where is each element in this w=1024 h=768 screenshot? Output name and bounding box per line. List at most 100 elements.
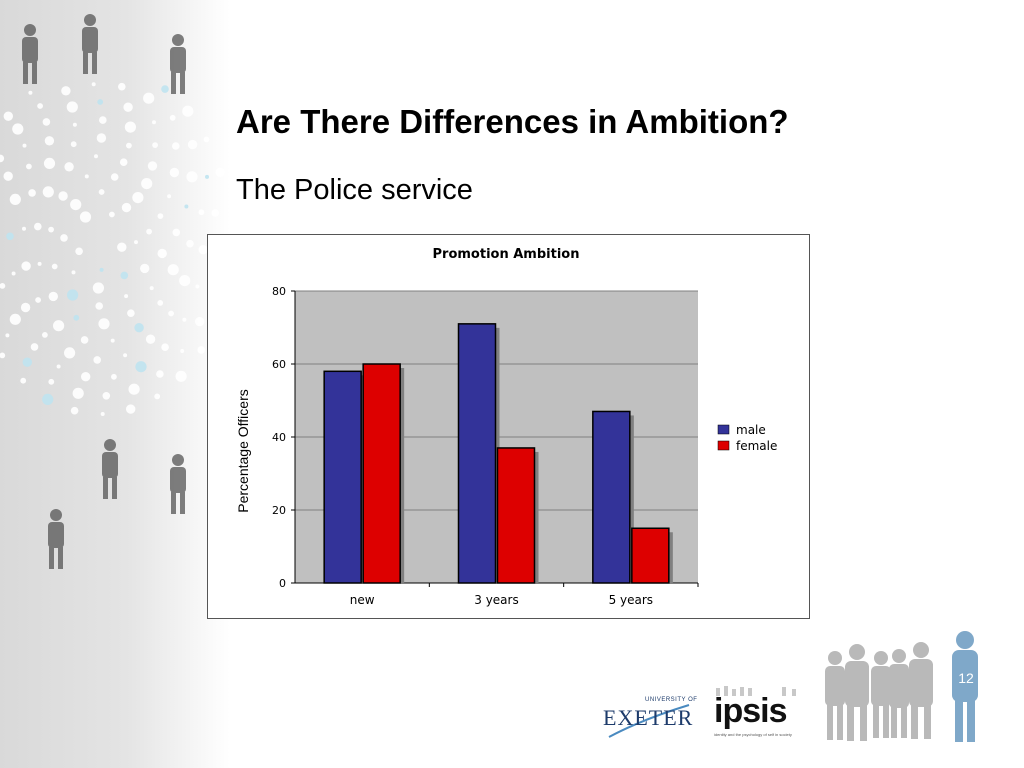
decorative-dot xyxy=(146,228,153,235)
decorative-dot xyxy=(5,333,10,338)
pedestrian-figure xyxy=(82,14,98,74)
decorative-dot xyxy=(48,291,58,302)
decorative-dot xyxy=(119,158,128,166)
decorative-dot xyxy=(167,194,172,199)
decorative-dot xyxy=(95,302,103,310)
decorative-dot xyxy=(48,378,55,385)
slide-title: Are There Differences in Ambition? xyxy=(236,103,789,140)
decorative-dot xyxy=(168,310,175,317)
decorative-dot xyxy=(121,202,132,213)
bar-male-5-years xyxy=(592,410,631,584)
legend-label-female: female xyxy=(736,439,777,453)
decorative-dot xyxy=(42,332,48,338)
decorative-dot xyxy=(152,142,159,149)
decorative-dot xyxy=(127,309,135,318)
decorative-dot xyxy=(53,320,65,332)
x-tick-label: 5 years xyxy=(609,593,653,607)
decorative-dot xyxy=(187,139,198,150)
decorative-dot xyxy=(124,121,136,133)
decorative-dot xyxy=(22,143,27,148)
decorative-dot xyxy=(123,353,128,358)
decorative-dot xyxy=(169,114,176,121)
decorative-dot xyxy=(143,92,155,104)
decorative-dot xyxy=(6,232,14,241)
decorative-dot xyxy=(93,356,101,364)
decorative-dot xyxy=(22,357,32,367)
decorative-dot xyxy=(92,282,104,294)
decorative-dot xyxy=(42,186,54,198)
university-of-exeter-logo: UNIVERSITY OF EXETER xyxy=(603,697,698,739)
decorative-dot xyxy=(73,314,80,321)
decorative-dot xyxy=(22,226,26,231)
pedestrian-figure xyxy=(102,439,118,499)
x-tick-label: new xyxy=(350,593,375,607)
decorative-dot xyxy=(152,120,156,125)
decorative-dot xyxy=(21,261,31,271)
decorative-dot xyxy=(198,209,205,216)
decorative-dot xyxy=(72,387,84,399)
decorative-dot xyxy=(111,373,117,380)
decorative-dot xyxy=(9,313,21,325)
decorative-dot xyxy=(156,370,164,378)
decorative-dot xyxy=(37,103,43,109)
bar-male-3-years xyxy=(457,323,497,584)
decorative-dot xyxy=(58,191,68,201)
decorative-dot xyxy=(9,193,21,205)
ipsis-logo-text: ipsis xyxy=(714,692,787,730)
decorative-dot xyxy=(60,234,68,242)
legend-label-male: male xyxy=(736,423,766,437)
decorative-dot xyxy=(44,136,55,146)
decorative-dot xyxy=(51,263,58,270)
ipsis-logo: ipsis identity and the psychology of sel… xyxy=(712,686,804,742)
decorative-dot xyxy=(64,162,74,172)
decorative-dot xyxy=(118,82,126,91)
decorative-dot xyxy=(205,174,209,179)
people-silhouettes-graphic xyxy=(815,628,995,753)
decorative-dot xyxy=(28,90,33,95)
decorative-dot xyxy=(81,372,91,382)
decorative-dot xyxy=(66,101,78,113)
decorative-dot xyxy=(161,343,169,352)
decorative-dot xyxy=(28,189,36,197)
decorative-dot xyxy=(169,167,180,178)
decorative-dot xyxy=(134,240,138,245)
decorative-dot xyxy=(141,178,153,190)
decorative-dot xyxy=(96,133,107,143)
decorative-dot xyxy=(34,222,42,231)
decorative-dot xyxy=(94,154,98,159)
decorative-dot xyxy=(172,142,180,150)
decorative-dot xyxy=(43,157,56,169)
decorative-dot xyxy=(70,199,82,211)
decorative-dot xyxy=(12,123,24,135)
decorative-dot xyxy=(37,261,42,266)
chart-container: Promotion Ambition Percentage Officers 0… xyxy=(207,234,810,619)
decorative-dot xyxy=(157,300,164,306)
chart-title: Promotion Ambition xyxy=(433,247,580,262)
decorative-dot xyxy=(42,118,51,126)
decorative-dot xyxy=(186,239,194,248)
decorative-dot xyxy=(102,392,111,400)
decorative-dot xyxy=(11,271,16,276)
decorative-dot xyxy=(157,213,164,220)
decorative-dot xyxy=(84,174,89,179)
decorative-dot xyxy=(145,334,156,344)
decorative-dot xyxy=(175,370,187,382)
decorative-dot xyxy=(110,173,119,181)
decorative-dot xyxy=(70,406,79,415)
decorative-dot xyxy=(98,189,105,195)
decorative-dot xyxy=(149,286,154,291)
decorative-dot xyxy=(161,85,169,93)
exeter-logo-subtitle: UNIVERSITY OF xyxy=(645,697,698,703)
plot-area: 0 20 40 60 80 new 3 years 5 years xyxy=(272,285,699,607)
decorative-dot xyxy=(71,270,76,275)
decorative-dot xyxy=(100,412,105,416)
decorative-dot xyxy=(26,163,32,170)
decorative-dot xyxy=(147,161,158,171)
bar-female-5-years xyxy=(631,527,670,584)
decorative-dot xyxy=(61,86,71,96)
decorative-dot xyxy=(35,297,41,303)
legend-swatch-female xyxy=(717,440,730,451)
decorative-dot xyxy=(197,346,205,354)
pedestrian-figure xyxy=(48,509,64,569)
decorative-dot xyxy=(42,393,54,405)
